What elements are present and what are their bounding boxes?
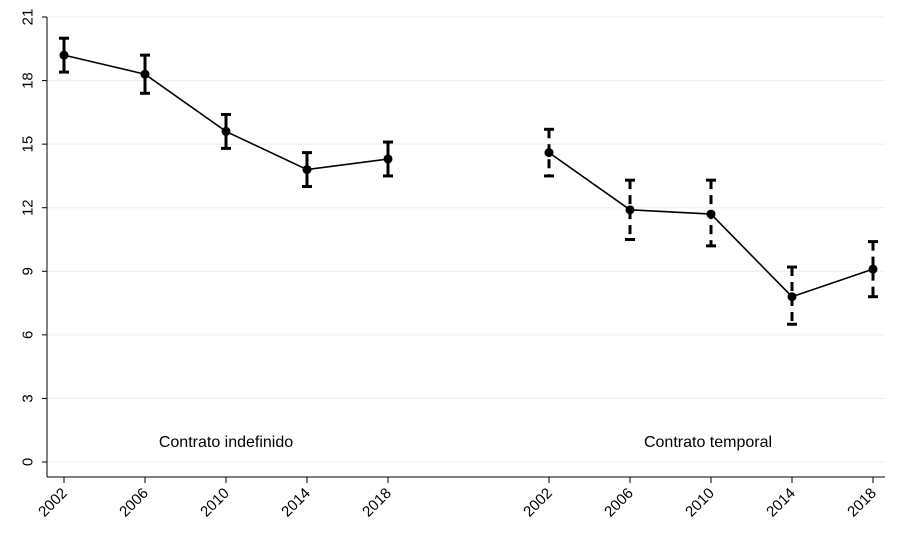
group-label-temporal: Contrato temporal <box>644 434 772 451</box>
x-tick-label-1-2018: 2018 <box>844 485 880 521</box>
data-point-0-2010 <box>221 126 231 136</box>
series <box>59 36 878 326</box>
y-tick-label-9: 9 <box>19 267 36 275</box>
y-axis: 0 3 6 9 12 15 18 21 <box>19 9 47 466</box>
y-tick-label-3: 3 <box>19 394 36 402</box>
x-tick-label-1-2014: 2014 <box>763 485 799 521</box>
y-tick-label-12: 12 <box>19 199 36 216</box>
data-point-0-2018 <box>383 154 393 164</box>
x-tick-label-1-2010: 2010 <box>682 485 718 521</box>
data-point-0-2002 <box>59 50 69 60</box>
data-point-1-2006 <box>625 205 635 215</box>
y-tick-label-21: 21 <box>19 9 36 26</box>
y-tick-label-0: 0 <box>19 458 36 466</box>
x-tick-label-0-2010: 2010 <box>197 485 233 521</box>
x-tick-label-1-2002: 2002 <box>520 485 556 521</box>
y-tick-label-18: 18 <box>19 72 36 89</box>
data-point-0-2006 <box>140 69 150 79</box>
x-tick-label-1-2006: 2006 <box>601 485 637 521</box>
group-label-indefinido: Contrato indefinido <box>159 434 293 451</box>
x-tick-label-0-2018: 2018 <box>359 485 395 521</box>
series-line-0 <box>63 54 389 171</box>
data-point-1-2002 <box>544 148 554 158</box>
data-point-1-2014 <box>787 292 797 302</box>
data-point-1-2018 <box>868 264 878 274</box>
data-point-0-2014 <box>302 165 312 175</box>
series-line-1 <box>548 151 874 298</box>
x-tick-label-0-2002: 2002 <box>35 485 71 521</box>
x-axis: 2002 2006 2010 2014 2018 2002 2006 2010 2014 2018 <box>35 477 880 520</box>
data-point-1-2010 <box>706 209 716 219</box>
x-tick-label-0-2014: 2014 <box>278 485 314 521</box>
gridlines <box>47 16 885 463</box>
x-tick-label-0-2006: 2006 <box>116 485 152 521</box>
y-tick-label-6: 6 <box>19 331 36 339</box>
y-tick-label-15: 15 <box>19 136 36 153</box>
